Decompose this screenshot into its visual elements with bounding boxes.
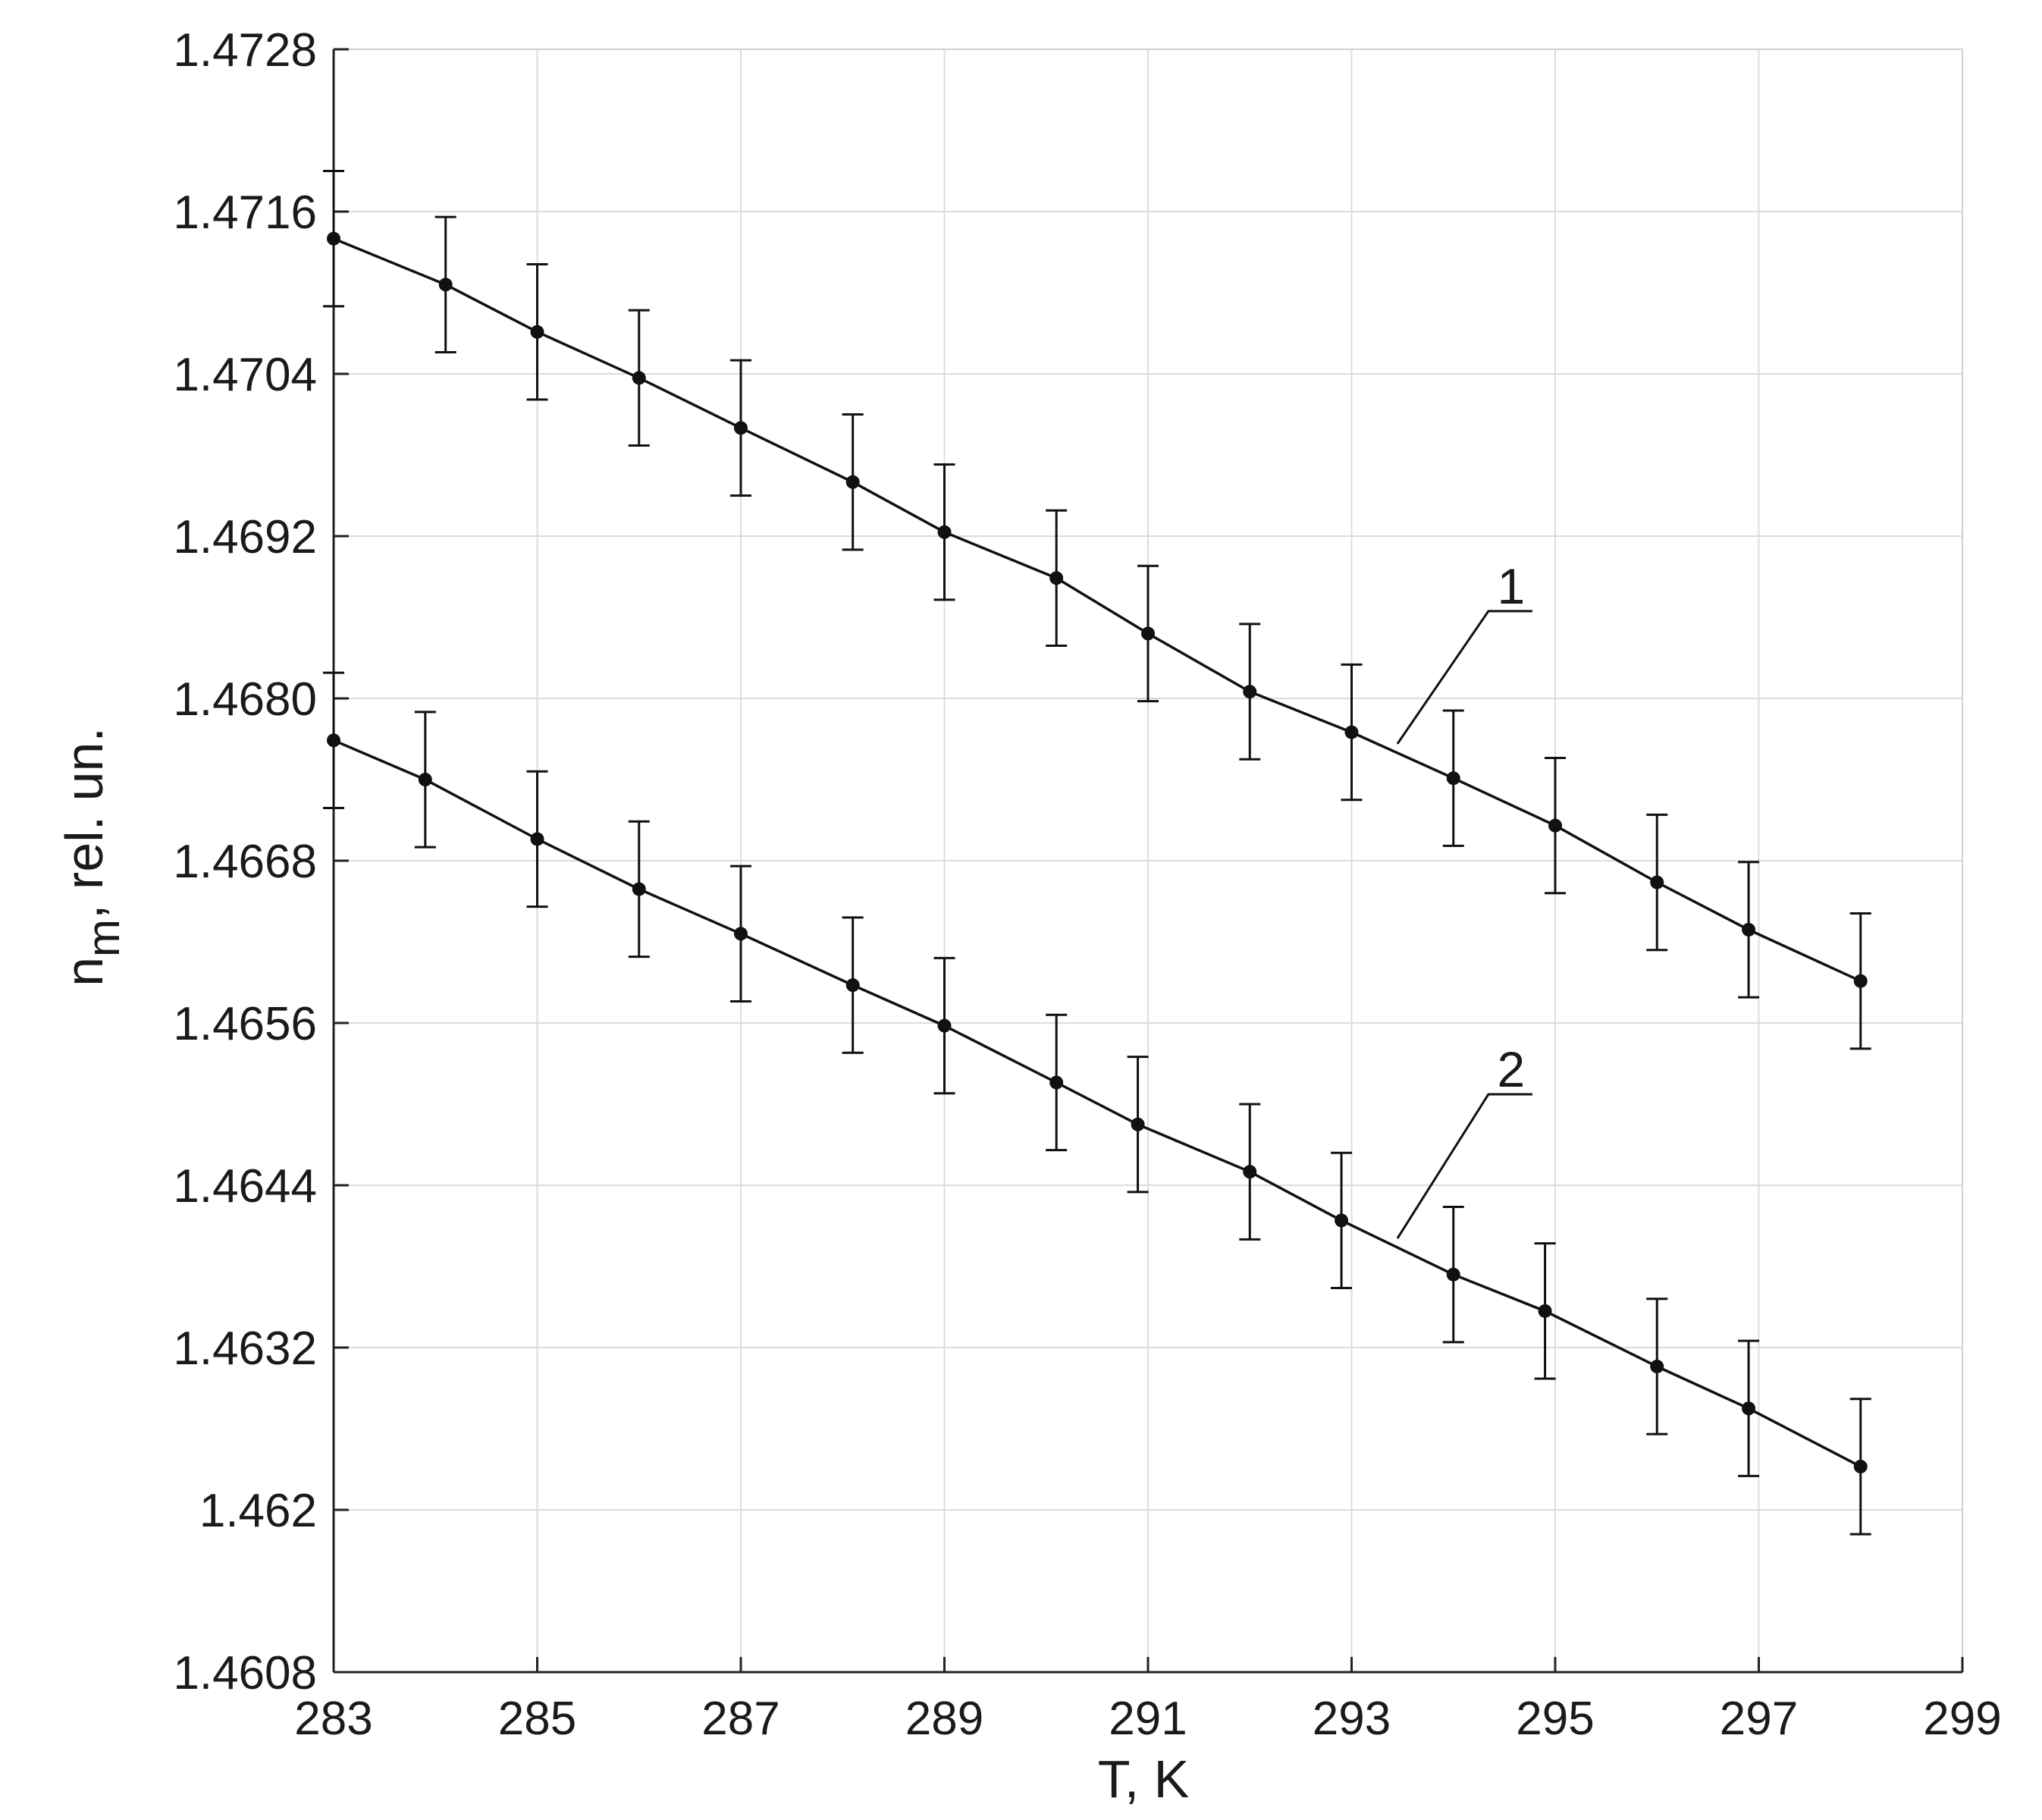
data-point [1335, 1213, 1349, 1228]
data-point [418, 773, 432, 786]
data-point [632, 371, 646, 385]
y-tick-label: 1.4716 [173, 187, 317, 239]
y-tick-label: 1.4644 [173, 1160, 317, 1213]
series-1 [323, 170, 1871, 1050]
y-axis-label-subscript: m [78, 919, 129, 957]
data-point [1446, 771, 1460, 786]
data-point [327, 733, 340, 748]
y-tick-label: 1.4656 [173, 998, 317, 1050]
y-tick-label: 1.4680 [173, 673, 317, 726]
x-tick-label: 285 [498, 1693, 576, 1745]
data-point [937, 1018, 952, 1033]
x-tick-label: 297 [1720, 1693, 1798, 1745]
data-point [1853, 974, 1868, 988]
data-point [1650, 1359, 1664, 1373]
data-point [734, 421, 748, 435]
data-point [1131, 1117, 1145, 1131]
x-tick-label: 289 [905, 1693, 983, 1745]
data-point [1742, 1401, 1756, 1416]
series-annotation-2: 2 [1396, 1041, 1532, 1239]
x-tick-label: 295 [1516, 1693, 1594, 1745]
series-layer [323, 170, 1871, 1536]
x-tick-label: 299 [1923, 1693, 2001, 1745]
data-point [1446, 1267, 1460, 1282]
y-tick-label: 1.4668 [173, 836, 317, 888]
data-point [845, 978, 860, 993]
data-point [1344, 725, 1359, 739]
series-line-2 [333, 739, 1862, 1468]
data-point [1742, 922, 1756, 937]
data-point [1141, 626, 1155, 641]
annotation-label: 1 [1498, 558, 1526, 614]
x-tick-labels: 283 285 287 289 291 293 295 297 299 [294, 1693, 2001, 1745]
y-tick-label: 1.4704 [173, 349, 317, 401]
x-tick-label: 283 [294, 1693, 372, 1745]
x-tick-label: 291 [1109, 1693, 1187, 1745]
data-point [632, 882, 646, 896]
y-tick-labels: 1.4608 1.462 1.4632 1.4644 1.4656 1.4668 1.468… [173, 24, 317, 1699]
y-tick-label: 1.462 [199, 1485, 317, 1537]
x-tick-label: 287 [701, 1693, 779, 1745]
annotation-leader-line [1396, 610, 1532, 745]
x-axis-label: T, K [1098, 1749, 1190, 1809]
data-point [327, 231, 340, 246]
axes [332, 48, 1964, 1674]
series-annotations: 12 [1396, 558, 1532, 1239]
x-tick-label: 293 [1313, 1693, 1391, 1745]
data-point [734, 927, 748, 941]
y-tick-label: 1.4632 [173, 1323, 317, 1375]
data-point [530, 325, 544, 339]
data-point [937, 525, 952, 539]
data-point [1049, 1075, 1064, 1090]
series-annotation-1: 1 [1396, 558, 1532, 745]
data-point [845, 475, 860, 489]
y-axis-label-rest: , rel. un. [55, 727, 114, 919]
grid-lines [333, 49, 1963, 1673]
data-point [1243, 685, 1257, 699]
annotation-label: 2 [1498, 1041, 1526, 1097]
y-tick-label: 1.4692 [173, 511, 317, 563]
data-point [1243, 1165, 1257, 1179]
y-tick-label: 1.4728 [173, 24, 317, 77]
data-point [1548, 818, 1562, 833]
data-point [438, 278, 453, 292]
y-tick-label: 1.4608 [173, 1647, 317, 1699]
data-point [1650, 875, 1664, 890]
y-axis-label-main: n [55, 957, 114, 987]
series-2 [323, 671, 1871, 1536]
series-line-1 [333, 237, 1862, 983]
data-point [530, 832, 544, 846]
annotation-leader-line [1396, 1093, 1532, 1239]
y-axis-label: nm, rel. un. [55, 727, 129, 987]
data-point [1049, 571, 1064, 585]
data-point [1538, 1304, 1552, 1318]
data-point [1853, 1459, 1868, 1473]
